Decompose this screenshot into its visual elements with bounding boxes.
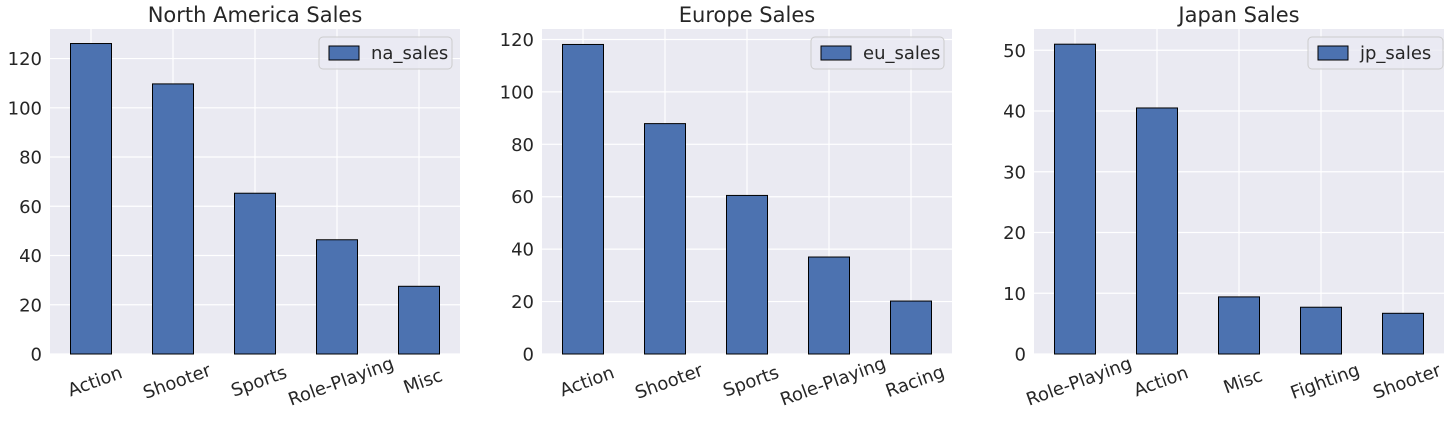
x-tick-label: Role-Playing <box>286 353 397 411</box>
bar <box>70 43 112 355</box>
bar <box>398 285 440 355</box>
legend-label: na_sales <box>371 43 448 64</box>
bar <box>1136 107 1178 355</box>
legend-swatch <box>1317 45 1349 61</box>
x-tick-label: Action <box>557 362 617 401</box>
y-tick-label: 120 <box>500 30 534 51</box>
y-tick-label: 60 <box>511 187 534 208</box>
x-tick-label: Misc <box>401 365 446 398</box>
y-tick-label: 100 <box>500 82 534 103</box>
x-tick-label: Shooter <box>140 360 214 404</box>
y-tick-label: 100 <box>8 98 42 119</box>
legend-box <box>1307 36 1444 70</box>
bar <box>1218 296 1260 355</box>
x-tick-label: Sports <box>720 362 781 401</box>
x-tick-label: Role-Playing <box>778 353 889 411</box>
bar <box>562 43 604 355</box>
bar <box>1300 306 1342 355</box>
x-tick-label: Shooter <box>632 360 706 404</box>
y-tick-label: 20 <box>19 295 42 316</box>
bar <box>234 192 276 355</box>
y-tick-label: 20 <box>1003 223 1026 244</box>
x-tick-label: Shooter <box>1370 360 1444 404</box>
y-tick-label: 80 <box>511 135 534 156</box>
chart-1: 0 20 40 60 80 100 120 Action Shooter SportsRole-P… <box>8 3 460 411</box>
legend-box <box>810 36 945 70</box>
y-tick-label: 0 <box>31 345 42 366</box>
bar <box>726 194 768 355</box>
chart-title: North America Sales <box>148 3 363 27</box>
y-tick-label: 120 <box>8 49 42 70</box>
legend-label: jp_sales <box>1359 43 1431 64</box>
y-tick-label: 80 <box>19 148 42 169</box>
bar <box>1382 312 1424 355</box>
chart-title: Japan Sales <box>1176 3 1299 27</box>
bar <box>890 300 932 355</box>
x-tick-label: Fighting <box>1288 360 1363 404</box>
y-tick-label: 30 <box>1003 162 1026 183</box>
bar <box>644 123 686 355</box>
legend-swatch <box>820 45 852 61</box>
x-tick-label: Racing <box>883 362 947 403</box>
y-tick-label: 10 <box>1003 284 1026 305</box>
x-tick-label: Misc <box>1221 365 1266 398</box>
bar <box>152 83 194 355</box>
bar <box>316 239 358 355</box>
x-tick-label: Role-Playing <box>1024 353 1135 411</box>
bar <box>808 256 850 355</box>
chart-2: 0 20 40 60 80 100 120 Action Shooter SportsRole-P… <box>500 3 952 411</box>
y-tick-label: 20 <box>511 292 534 313</box>
y-tick-label: 40 <box>19 246 42 267</box>
legend-label: eu_sales <box>863 43 940 64</box>
y-tick-label: 0 <box>1015 345 1026 366</box>
y-tick-label: 50 <box>1003 41 1026 62</box>
x-tick-label: Sports <box>228 362 289 401</box>
legend-box <box>318 36 453 70</box>
y-tick-label: 60 <box>19 197 42 218</box>
x-tick-label: Action <box>65 362 125 401</box>
legend-swatch <box>328 45 360 61</box>
y-tick-label: 40 <box>1003 102 1026 123</box>
bar <box>1054 43 1096 355</box>
chart-title: Europe Sales <box>679 3 815 27</box>
x-tick-label: Action <box>1131 362 1191 401</box>
y-tick-label: 40 <box>511 240 534 261</box>
y-tick-label: 0 <box>523 345 534 366</box>
